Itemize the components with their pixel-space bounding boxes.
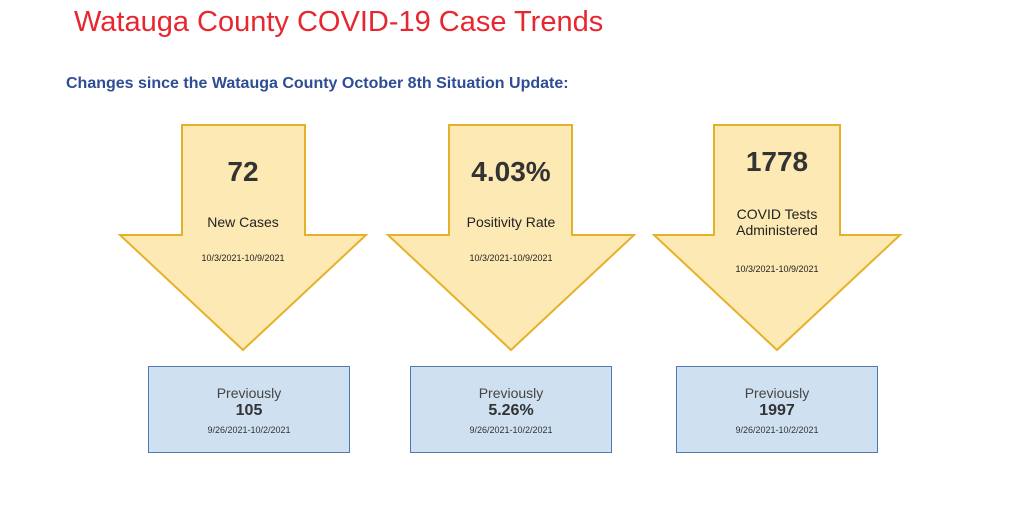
previous-value: 105 (235, 402, 263, 419)
previous-label: Previously (744, 385, 810, 401)
metric-label: New Cases (118, 214, 368, 230)
metric-label-line: Administered (736, 222, 818, 238)
down-arrow-icon (652, 124, 902, 352)
metric-label-line: Positivity Rate (466, 214, 556, 230)
metric-arrow-positivity-rate: 4.03% Positivity Rate 10/3/2021-10/9/202… (386, 124, 636, 352)
metric-date-range: 10/3/2021-10/9/2021 (201, 253, 285, 263)
previous-label: Previously (216, 385, 282, 401)
previous-label: Previously (478, 385, 544, 401)
previous-box-new-cases: Previously 105 9/26/2021-10/2/2021 (148, 366, 350, 453)
previous-date-range: 9/26/2021-10/2/2021 (735, 425, 819, 435)
metric-value: 1778 (745, 146, 809, 177)
metric-arrow-covid-tests: 1778 COVID Tests Administered 10/3/2021-… (652, 124, 902, 352)
subtitle: Changes since the Watauga County October… (66, 75, 569, 92)
metric-value: 4.03% (471, 156, 551, 187)
metric-date-range: 10/3/2021-10/9/2021 (469, 253, 553, 263)
metric-arrow-new-cases: 72 New Cases 10/3/2021-10/9/2021 (118, 124, 368, 352)
metric-label-line: New Cases (207, 214, 279, 230)
previous-date-range: 9/26/2021-10/2/2021 (469, 425, 553, 435)
previous-box-covid-tests: Previously 1997 9/26/2021-10/2/2021 (676, 366, 878, 453)
metric-date-range: 10/3/2021-10/9/2021 (735, 264, 819, 274)
metric-value: 72 (227, 156, 259, 187)
previous-value: 5.26% (488, 402, 534, 419)
previous-value: 1997 (759, 402, 795, 419)
metric-label: Positivity Rate (386, 214, 636, 230)
page-title: Watauga County COVID-19 Case Trends (74, 6, 604, 38)
metric-label: COVID Tests Administered (652, 206, 902, 238)
down-arrow-icon (386, 124, 636, 352)
previous-box-positivity-rate: Previously 5.26% 9/26/2021-10/2/2021 (410, 366, 612, 453)
down-arrow-icon (118, 124, 368, 352)
metric-label-line: COVID Tests (736, 206, 818, 222)
previous-date-range: 9/26/2021-10/2/2021 (207, 425, 291, 435)
